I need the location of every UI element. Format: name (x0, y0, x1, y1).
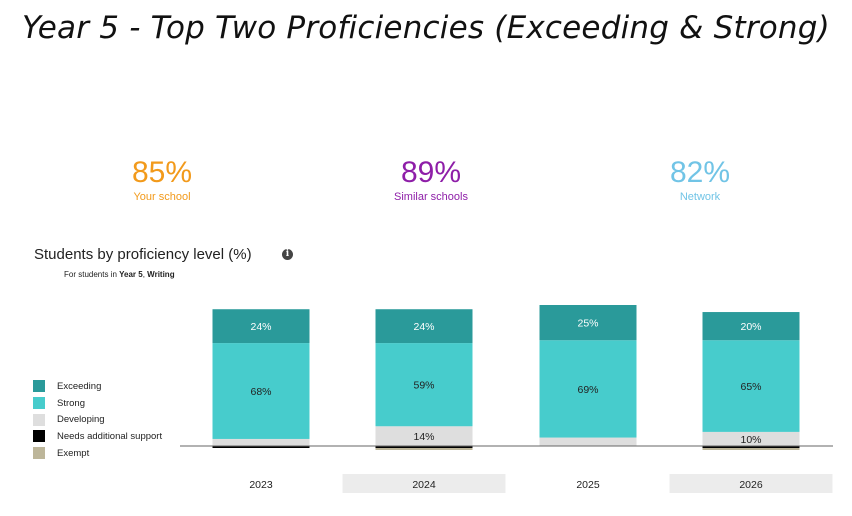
data-label: 10% (740, 434, 761, 446)
legend-swatch (33, 380, 45, 393)
legend-swatch (33, 430, 45, 443)
subtitle-separator: , (142, 270, 148, 279)
stat-network: 82% Network (610, 156, 790, 204)
legend-label: Strong (57, 397, 85, 409)
bar-segment-developing (212, 438, 310, 446)
bar-segment-exceeding (375, 309, 473, 344)
data-label: 24% (250, 321, 271, 333)
stat-your-school: 85% Your school (72, 156, 252, 204)
data-label: 68% (250, 386, 271, 398)
data-label: 65% (740, 381, 761, 393)
stat-label: Similar schools (394, 191, 468, 203)
info-icon[interactable]: i (282, 249, 293, 260)
legend-label: Needs additional support (57, 430, 163, 442)
bar-segment-needs-additional-support (702, 446, 800, 448)
stat-value: 89% (400, 156, 462, 189)
bar-segment-exceeding (539, 305, 637, 341)
bar-segment-developing (539, 437, 637, 446)
data-label: 20% (740, 321, 761, 333)
data-label: 25% (577, 318, 598, 330)
category-band (342, 474, 506, 493)
legend-swatch (33, 397, 45, 410)
data-label: 24% (413, 321, 434, 333)
x-tick-label: 2026 (739, 479, 763, 491)
category-band (669, 474, 833, 493)
bar-segment-developing (702, 431, 800, 446)
legend-item: Developing (33, 411, 162, 428)
legend-label: Exceeding (57, 380, 102, 392)
bar-segment-needs-additional-support (212, 446, 310, 448)
bar-segment-needs-additional-support (375, 446, 473, 448)
chart-title: Students by proficiency level (%) (34, 246, 252, 263)
data-label: 59% (413, 380, 434, 392)
stat-label: Network (679, 191, 721, 203)
legend-item: Needs additional support (33, 428, 162, 445)
data-label: 69% (577, 384, 598, 396)
bar-segment-exempt (702, 448, 800, 450)
bar-segment-strong (212, 343, 310, 439)
page-title: Year 5 - Top Two Proficiencies (Exceedin… (22, 10, 830, 46)
stat-value: 85% (131, 156, 193, 189)
subtitle-subject: Writing (147, 270, 175, 279)
bar-segment-strong (539, 340, 637, 438)
legend-item: Exempt (33, 445, 162, 462)
legend-item: Strong (33, 395, 162, 412)
data-label: 14% (413, 431, 434, 443)
stat-value: 82% (669, 156, 731, 189)
subtitle-prefix: For students in (64, 270, 120, 279)
stat-label: Your school (133, 191, 191, 203)
x-tick-label: 2024 (412, 479, 436, 491)
chart-subtitle: For students in Year 5, Writing (64, 270, 175, 279)
bar-segment-exempt (375, 448, 473, 450)
chart-legend: Exceeding Strong Developing Needs additiona… (33, 378, 162, 461)
bar-segment-strong (375, 343, 473, 427)
bar-segment-exceeding (212, 309, 310, 344)
subtitle-year: Year 5 (119, 270, 143, 279)
x-tick-label: 2023 (249, 479, 273, 491)
legend-item: Exceeding (33, 378, 162, 395)
bar-segment-strong (702, 340, 800, 432)
stat-similar-schools: 89% Similar schools (341, 156, 521, 204)
bar-segment-developing (375, 426, 473, 446)
legend-label: Developing (57, 414, 105, 426)
legend-swatch (33, 447, 45, 460)
x-tick-label: 2025 (576, 479, 600, 491)
legend-swatch (33, 413, 45, 426)
legend-label: Exempt (57, 447, 90, 459)
bar-segment-exceeding (702, 312, 800, 341)
